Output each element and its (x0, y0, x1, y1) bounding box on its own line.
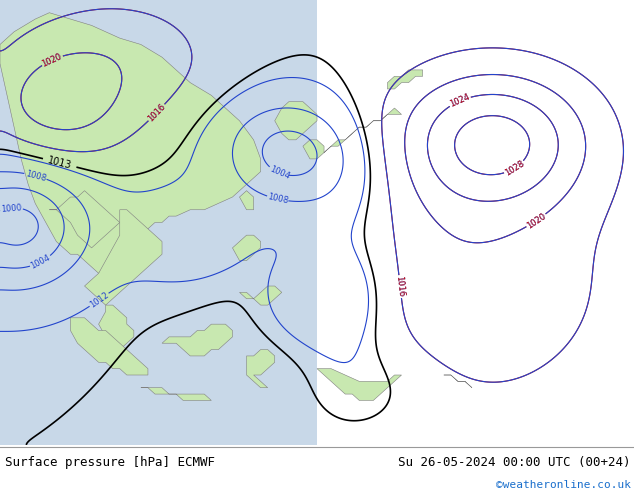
Text: 1024: 1024 (448, 93, 471, 109)
Text: Surface pressure [hPa] ECMWF: Surface pressure [hPa] ECMWF (5, 457, 215, 469)
Text: 1004: 1004 (29, 253, 52, 271)
Polygon shape (49, 191, 120, 248)
Text: 1008: 1008 (267, 193, 290, 206)
Polygon shape (141, 388, 211, 400)
Text: 1020: 1020 (525, 211, 547, 230)
Polygon shape (162, 324, 233, 356)
Polygon shape (317, 368, 401, 400)
Text: 1016: 1016 (394, 275, 406, 297)
Text: 1020: 1020 (41, 51, 63, 69)
Text: 1000: 1000 (1, 203, 22, 214)
Bar (0, 0, 317, 445)
Text: 1004: 1004 (268, 165, 291, 181)
Text: 1028: 1028 (503, 159, 526, 177)
Text: 1028: 1028 (503, 159, 526, 177)
Polygon shape (240, 191, 254, 210)
Polygon shape (317, 108, 401, 152)
Text: 1020: 1020 (41, 51, 63, 69)
Text: 1012: 1012 (88, 290, 110, 310)
Polygon shape (99, 305, 134, 349)
Text: Su 26-05-2024 00:00 UTC (00+24): Su 26-05-2024 00:00 UTC (00+24) (398, 457, 631, 469)
Polygon shape (303, 140, 324, 159)
Polygon shape (233, 235, 261, 261)
Text: 1016: 1016 (146, 102, 167, 123)
Text: 1024: 1024 (448, 93, 471, 109)
Polygon shape (247, 349, 275, 388)
Polygon shape (387, 70, 423, 89)
Text: 1013: 1013 (47, 155, 73, 171)
Polygon shape (84, 210, 162, 305)
Polygon shape (70, 318, 148, 375)
Text: ©weatheronline.co.uk: ©weatheronline.co.uk (496, 481, 631, 490)
Text: 1016: 1016 (146, 102, 167, 123)
Polygon shape (0, 13, 261, 273)
Text: 1016: 1016 (394, 275, 406, 297)
Polygon shape (444, 375, 472, 388)
Polygon shape (240, 286, 281, 305)
Text: 1020: 1020 (525, 211, 547, 230)
Text: 1008: 1008 (24, 169, 47, 183)
Polygon shape (275, 102, 317, 140)
